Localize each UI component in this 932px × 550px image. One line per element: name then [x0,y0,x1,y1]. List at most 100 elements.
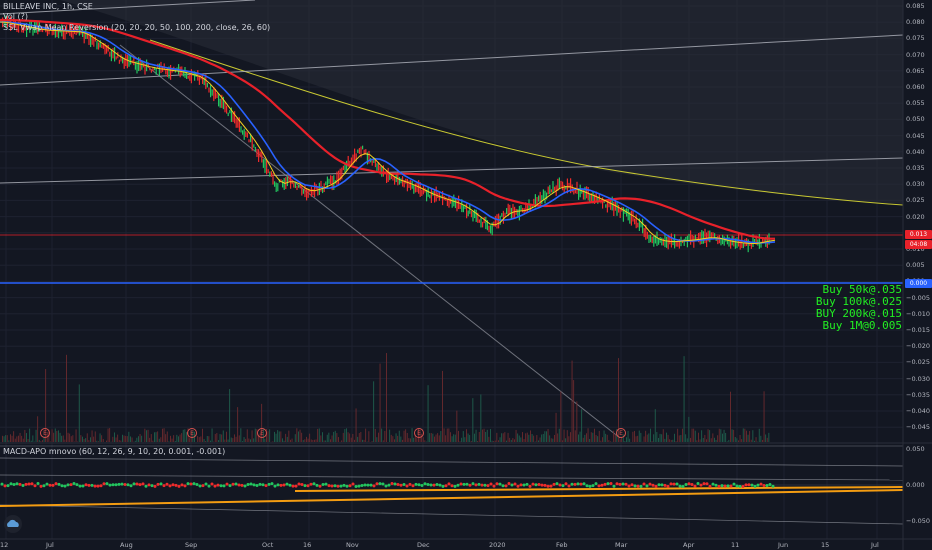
earnings-event-icon[interactable]: E [187,428,197,438]
macd-dot [507,482,511,486]
volume-bar [523,439,525,442]
volume-bar [280,431,282,442]
volume-bar [482,429,483,442]
macd-tick-label: 0.000 [906,481,925,489]
volume-bar [410,438,411,442]
candle [574,187,576,194]
macd-legend[interactable]: MACD-APO mnovo (60, 12, 26, 9, 10, 20, 0… [3,447,226,456]
macd-dot [144,484,148,488]
volume-bar [683,356,685,442]
volume-bar [554,434,555,442]
candle [493,221,495,227]
volume-bar [672,439,674,442]
volume-bar [386,353,387,442]
volume-bar [342,432,344,442]
macd-dot [486,484,490,488]
volume-bar [310,439,312,442]
ssl-legend[interactable]: SSL Vwap Mean Reversion (20, 20, 20, 50,… [3,23,271,32]
volume-bar [706,439,707,442]
volume-bar [286,436,288,442]
candle [37,21,39,35]
earnings-event-icon[interactable]: E [257,428,267,438]
volume-bar [686,438,688,442]
volume-bar [549,435,551,442]
macd-dot [717,484,721,488]
volume-bar [16,436,18,442]
macd-dot [165,482,169,486]
earnings-event-icon[interactable]: E [414,428,424,438]
volume-bar [320,435,322,442]
candle [760,241,762,248]
volume-bar [170,435,171,442]
earnings-event-icon[interactable]: E [616,428,626,438]
macd-dot [606,482,610,486]
candle [589,194,591,202]
candle [299,182,301,189]
candle [650,234,652,243]
volume-bar [381,428,383,442]
volume-bar [446,428,448,442]
macd-dot [285,482,289,486]
candle [307,188,309,198]
candle [352,154,354,165]
candle [322,186,324,194]
macd-dot [36,482,40,486]
macd-dot [174,483,178,487]
volume-bar [651,441,653,442]
macd-dot [729,484,733,488]
candle [195,72,197,77]
candle [374,158,376,168]
candle [98,42,100,50]
macd-dot [357,484,361,488]
macd-tick-label: 0.050 [906,445,925,453]
volume-bar [291,438,293,442]
volume-bar [6,435,8,442]
candle [221,94,223,108]
volume-legend[interactable]: Vol (?) [3,12,28,21]
macd-dot [489,482,493,486]
candle [120,54,122,62]
candle [77,25,79,34]
candle [690,230,692,245]
volume-bar [272,441,274,442]
volume-bar [322,432,323,442]
macd-dot [741,484,745,488]
cloud-logo-icon[interactable] [4,515,22,533]
candle [389,173,391,181]
candle [630,210,632,226]
candle [642,218,644,234]
candle [115,56,117,60]
candle [325,181,327,186]
earnings-event-icon[interactable]: E [40,428,50,438]
candle [678,238,680,249]
volume-bar [582,437,584,442]
symbol-title[interactable]: BILLEAVE INC, 1h, CSE [3,2,93,11]
volume-bar [398,430,400,442]
volume-bar [453,434,455,442]
candle [560,180,562,188]
volume-bar [144,428,146,442]
candle [170,64,172,80]
macd-dot [771,484,775,488]
volume-bar [354,439,355,442]
volume-bar [93,436,95,442]
macd-dot [585,484,589,488]
macd-dot [483,483,487,487]
macd-dot [450,484,454,488]
macd-dot [459,482,463,486]
macd-dot [291,484,295,488]
volume-bar [504,432,506,442]
macd-dot [45,482,49,486]
price-tick-label: 0.035 [906,164,925,172]
volume-bar [3,436,5,442]
candle [229,110,231,114]
volume-bars [2,353,770,442]
volume-bar [451,436,453,442]
volume-bar [214,434,216,442]
volume-bar [739,434,741,442]
volume-bar [26,433,27,442]
volume-bar [696,440,698,442]
volume-bar [619,439,621,442]
volume-bar [176,434,178,442]
